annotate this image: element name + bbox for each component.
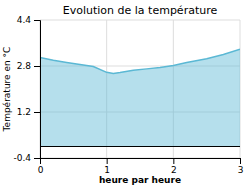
tick: 2.8 <box>17 61 40 71</box>
tick-label: 0 <box>38 165 44 175</box>
tick: 3 <box>238 158 244 175</box>
baseline <box>40 146 240 147</box>
tick-mark <box>107 158 108 164</box>
tick-label: 1.2 <box>17 107 31 117</box>
y-axis: -0.4 1.2 2.8 4.4 <box>13 15 40 163</box>
grid-line <box>40 20 240 21</box>
tick: -0.4 <box>13 153 40 163</box>
tick-label: 4.4 <box>17 15 32 25</box>
tick-mark <box>34 112 40 113</box>
tick-label: 1 <box>104 165 110 175</box>
tick: 1 <box>104 158 110 175</box>
tick-mark <box>173 158 174 164</box>
tick-label: 3 <box>238 165 244 175</box>
line <box>40 49 240 73</box>
x-axis: 0 1 2 3 <box>38 158 244 175</box>
title: Evolution de la température <box>63 4 218 17</box>
tick-label: 2.8 <box>17 61 32 71</box>
grid <box>40 20 240 158</box>
plot: 0 1 2 3 -0.4 1.2 2.8 4.4 <box>13 15 243 175</box>
tick-mark <box>34 158 40 159</box>
tick: 1.2 <box>17 107 40 117</box>
x-axis-title: heure par heure <box>99 175 181 185</box>
marks <box>40 49 240 146</box>
axis-line <box>41 159 241 165</box>
chart: 0 1 2 3 -0.4 1.2 2.8 4.4 Evolution de la tempéra… <box>0 0 250 188</box>
y-axis-title: Température en °C <box>2 47 12 133</box>
tick-label: -0.4 <box>13 153 31 163</box>
area <box>40 49 240 146</box>
tick: 4.4 <box>17 15 40 25</box>
tick-label: 2 <box>171 165 177 175</box>
axis-line <box>34 21 41 159</box>
tick: 2 <box>171 158 177 175</box>
tick: 0 <box>38 158 44 175</box>
tick-mark <box>34 20 40 21</box>
tick-mark <box>34 66 40 67</box>
tick-mark <box>240 158 241 164</box>
